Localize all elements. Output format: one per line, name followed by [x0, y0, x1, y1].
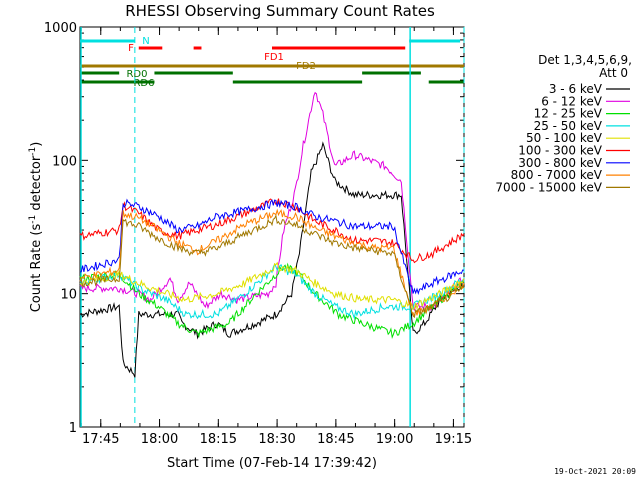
flag-label: N — [142, 36, 149, 47]
series-line — [79, 91, 465, 312]
series-line — [79, 214, 465, 319]
x-axis: 17:45 18:00 18:15 18:30 18:45 19:00 19:15 — [80, 27, 472, 447]
series-line — [79, 263, 465, 321]
series-line — [79, 262, 465, 340]
y-tick-label: 1 — [69, 421, 77, 436]
flag-label: RD0 — [126, 69, 147, 80]
x-tick-label: 17:45 — [82, 432, 119, 447]
legend-label: 300 - 800 keV — [518, 156, 602, 170]
series-line — [79, 198, 465, 295]
legend-label: 800 - 7000 keV — [511, 168, 603, 182]
flag-label: F — [128, 43, 134, 54]
y-axis-label: Count Rate (s-1 detector-1) — [28, 142, 44, 313]
flag-label: FD1 — [264, 52, 284, 63]
flag-label: RD6 — [133, 78, 154, 89]
x-tick-label: 18:30 — [258, 432, 295, 447]
generation-timestamp: 19-Oct-2021 20:09 — [554, 467, 636, 476]
x-tick-label: 19:00 — [376, 432, 413, 447]
legend-attenuator: Att 0 — [599, 66, 628, 80]
legend-label: 12 - 25 keV — [534, 107, 603, 121]
y-tick-label: 10 — [60, 288, 77, 303]
series-line — [79, 261, 465, 311]
legend-detectors: Det 1,3,4,5,6,9, — [538, 53, 632, 67]
x-tick-label: 18:15 — [200, 432, 237, 447]
saa-night-markers — [80, 27, 465, 427]
legend-label: 25 - 50 keV — [534, 119, 603, 133]
x-axis-label: Start Time (07-Feb-14 17:39:42) — [167, 456, 377, 471]
legend-label: 3 - 6 keV — [549, 82, 603, 96]
legend-label: 6 - 12 keV — [541, 94, 603, 108]
legend-label: 100 - 300 keV — [518, 144, 602, 158]
count-rate-series — [79, 91, 465, 378]
x-tick-label: 18:45 — [317, 432, 354, 447]
y-tick-label: 1000 — [44, 21, 77, 36]
series-line — [79, 208, 465, 318]
x-tick-label: 19:15 — [435, 432, 472, 447]
legend-label: 50 - 100 keV — [526, 131, 603, 145]
legend-label: 7000 - 15000 keV — [495, 180, 602, 194]
series-line — [79, 141, 465, 378]
chart-title: RHESSI Observing Summary Count Rates — [125, 2, 435, 20]
flag-label: FD2 — [296, 61, 316, 72]
y-tick-label: 100 — [52, 154, 77, 169]
x-tick-label: 18:00 — [141, 432, 178, 447]
